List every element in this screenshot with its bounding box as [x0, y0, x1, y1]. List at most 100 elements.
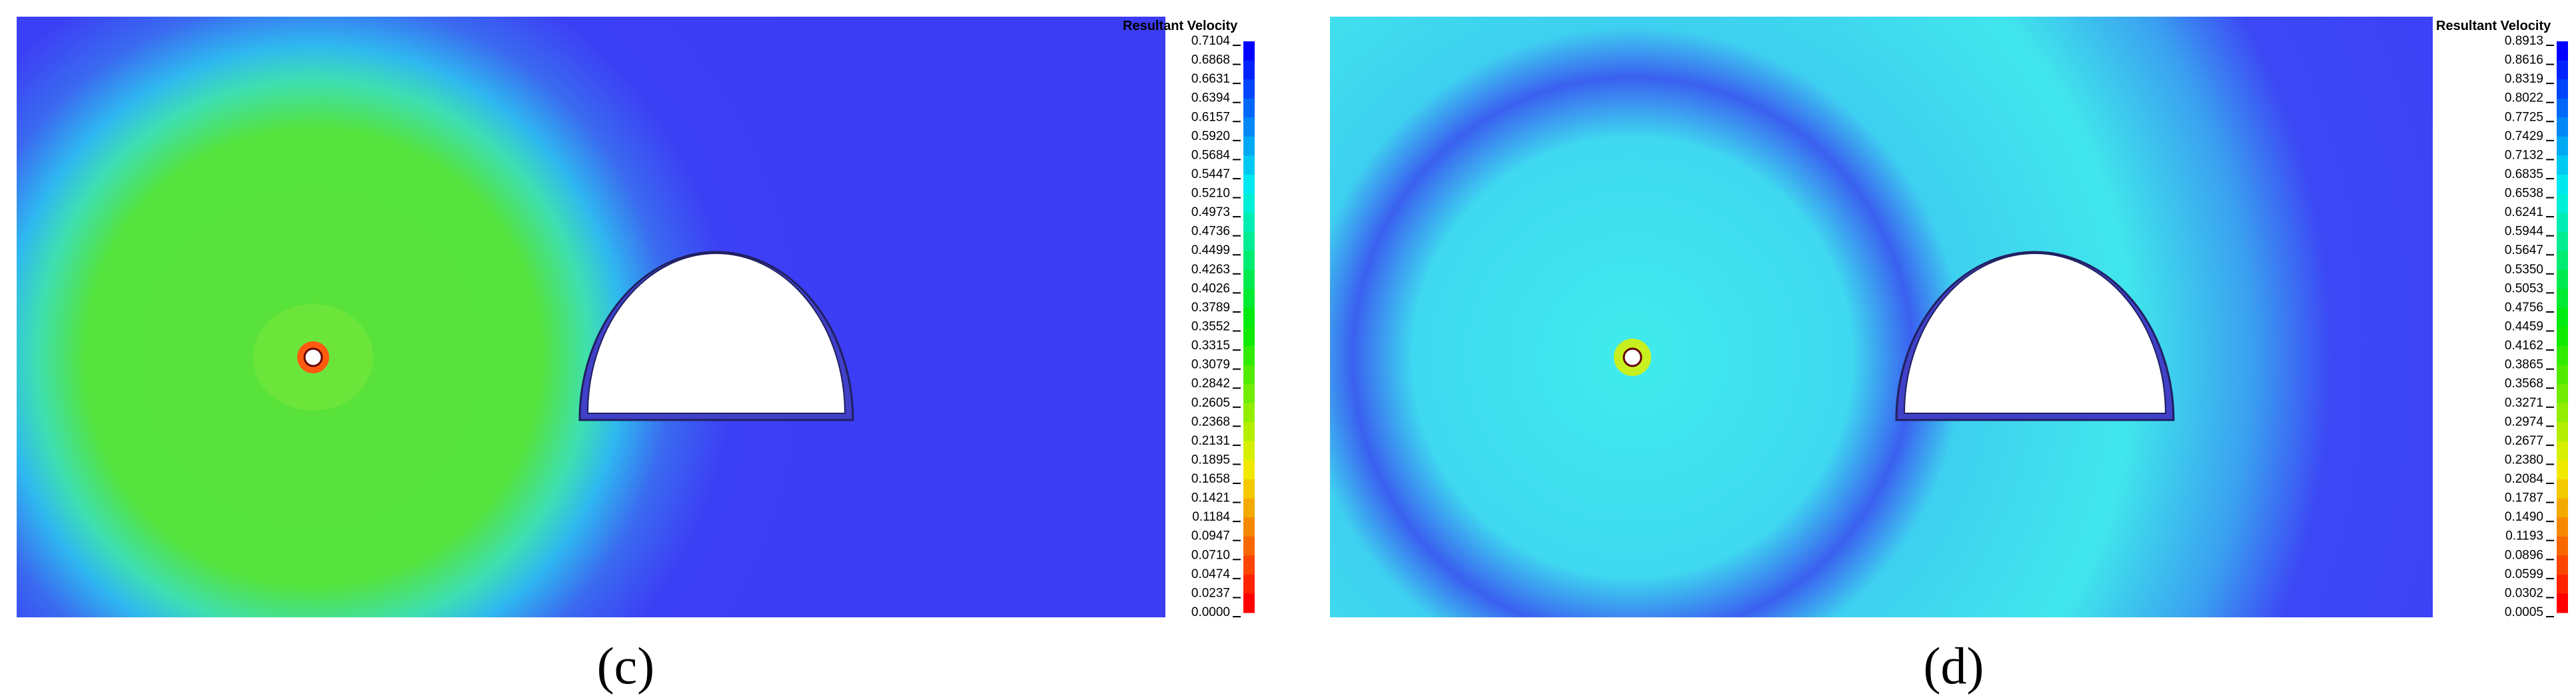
colorbar-tick-label: 0.0710	[1191, 548, 1230, 562]
panel-c	[17, 17, 1165, 617]
colorbar-title: Resultant Velocity	[1123, 19, 1238, 33]
colorbar-segment	[1243, 479, 1255, 499]
colorbar-tick-label: 0.5350	[2505, 263, 2543, 277]
colorbar-tick-label: 0.4736	[1191, 225, 1230, 239]
colorbar-segment	[1243, 79, 1255, 99]
colorbar-segment	[1243, 213, 1255, 233]
colorbar-tick-label: 0.0947	[1191, 529, 1230, 543]
colorbar-tick-label: 0.6631	[1191, 72, 1230, 86]
colorbar-segment	[2557, 517, 2568, 537]
colorbar-segment	[1243, 593, 1255, 613]
colorbar-segment	[2557, 269, 2568, 289]
colorbar-tick-label: 0.2131	[1191, 434, 1230, 448]
colorbar-tick-label: 0.1490	[2505, 510, 2543, 524]
colorbar-tick-label: 0.6538	[2505, 187, 2543, 201]
colorbar-segment	[2557, 479, 2568, 499]
colorbar-tick-label: 0.0896	[2505, 548, 2543, 562]
colorbar-segment	[2557, 536, 2568, 556]
colorbar-segment	[1243, 555, 1255, 575]
colorbar-tick-label: 0.2677	[2505, 434, 2543, 448]
colorbar-segment	[1243, 117, 1255, 137]
colorbar-segment	[2557, 307, 2568, 327]
colorbar-tick-label: 0.2605	[1191, 396, 1230, 410]
colorbar-tick-label: 0.4756	[2505, 301, 2543, 315]
colorbar-segment	[2557, 403, 2568, 423]
colorbar-tick-label: 0.8616	[2505, 53, 2543, 67]
colorbar-segment	[1243, 269, 1255, 289]
colorbar-segment	[2557, 98, 2568, 118]
velocity-field	[1330, 17, 2433, 617]
colorbar-segment	[1243, 327, 1255, 347]
colorbar-segment	[2557, 441, 2568, 461]
colorbar-tick-label: 0.6157	[1191, 110, 1230, 124]
colorbar-tick-label: 0.6394	[1191, 91, 1231, 105]
colorbar-segment	[1243, 231, 1255, 251]
colorbar-segment	[2557, 346, 2568, 366]
colorbar-segment	[2557, 498, 2568, 518]
colorbar-tick-label: 0.0302	[2505, 586, 2543, 600]
colorbar-segment	[1243, 460, 1255, 480]
colorbar-title: Resultant Velocity	[2436, 19, 2551, 33]
colorbar-tick-label: 0.0599	[2505, 567, 2543, 581]
colorbar-segment	[2557, 60, 2568, 80]
colorbar-segment	[1243, 346, 1255, 366]
colorbar-tick-label: 0.5684	[1191, 148, 1231, 162]
colorbar-tick-label: 0.1421	[1191, 491, 1230, 505]
colorbar-tick-label: 0.7132	[2505, 148, 2543, 162]
colorbar-tick-label: 0.2380	[2505, 453, 2543, 467]
colorbar-tick-label: 0.1193	[2505, 529, 2543, 543]
tunnel	[586, 253, 846, 414]
colorbar-segment	[2557, 174, 2568, 195]
colorbar-segment	[2557, 213, 2568, 233]
colorbar-tick-label: 0.0474	[1191, 567, 1231, 581]
velocity-field	[17, 17, 1165, 617]
colorbar-tick-label: 0.5944	[2505, 225, 2544, 239]
colorbar-segment	[2557, 574, 2568, 594]
colorbar-tick-label: 0.4263	[1191, 263, 1230, 277]
colorbar-tick-label: 0.8319	[2505, 72, 2543, 86]
colorbar-tick-label: 0.5210	[1191, 187, 1230, 201]
colorbar-segment	[2557, 289, 2568, 309]
tunnel	[1903, 253, 2167, 414]
colorbar-segment	[1243, 498, 1255, 518]
colorbar-segment	[2557, 460, 2568, 480]
colorbar-tick-label: 0.2368	[1191, 415, 1230, 429]
colorbar-tick-label: 0.7104	[1191, 34, 1231, 48]
colorbar-tick-label: 0.7725	[2505, 110, 2543, 124]
colorbar-tick-label: 0.4499	[1191, 243, 1230, 257]
colorbar-segment	[1243, 98, 1255, 118]
colorbar-segment	[2557, 251, 2568, 271]
colorbar-segment	[1243, 441, 1255, 461]
colorbar-segment	[2557, 422, 2568, 442]
colorbar-tick-label: 0.6835	[2505, 167, 2543, 181]
colorbar-segment	[2557, 593, 2568, 613]
colorbar-tick-label: 0.2974	[2505, 415, 2544, 429]
colorbar-segment	[1243, 174, 1255, 195]
colorbar-tick-label: 0.5447	[1191, 167, 1230, 181]
colorbar-segment	[2557, 155, 2568, 175]
colorbar-segment	[1243, 193, 1255, 213]
panel-d	[1330, 17, 2433, 617]
colorbar-segment	[1243, 155, 1255, 175]
colorbar-segment	[1243, 136, 1255, 156]
colorbar-tick-label: 0.4459	[2505, 320, 2543, 334]
colorbar-tick-label: 0.1787	[2505, 491, 2543, 505]
colorbar-segment	[1243, 384, 1255, 404]
colorbar-segment	[2557, 365, 2568, 385]
colorbar-segment	[1243, 41, 1255, 61]
colorbar-segment	[1243, 403, 1255, 423]
colorbar-tick-label: 0.3865	[2505, 358, 2543, 372]
panel-label: (d)	[1924, 637, 1984, 695]
colorbar-segment	[2557, 79, 2568, 99]
colorbar-segment	[2557, 136, 2568, 156]
colorbar-tick-label: 0.0000	[1191, 605, 1230, 619]
colorbar-tick-label: 0.0005	[2505, 605, 2543, 619]
colorbar-segment	[1243, 422, 1255, 442]
colorbar-tick-label: 0.3271	[2505, 396, 2543, 410]
colorbar-segment	[1243, 365, 1255, 385]
colorbar-segment	[1243, 517, 1255, 537]
colorbar-tick-label: 0.4973	[1191, 205, 1230, 219]
colorbar-segment	[2557, 117, 2568, 137]
